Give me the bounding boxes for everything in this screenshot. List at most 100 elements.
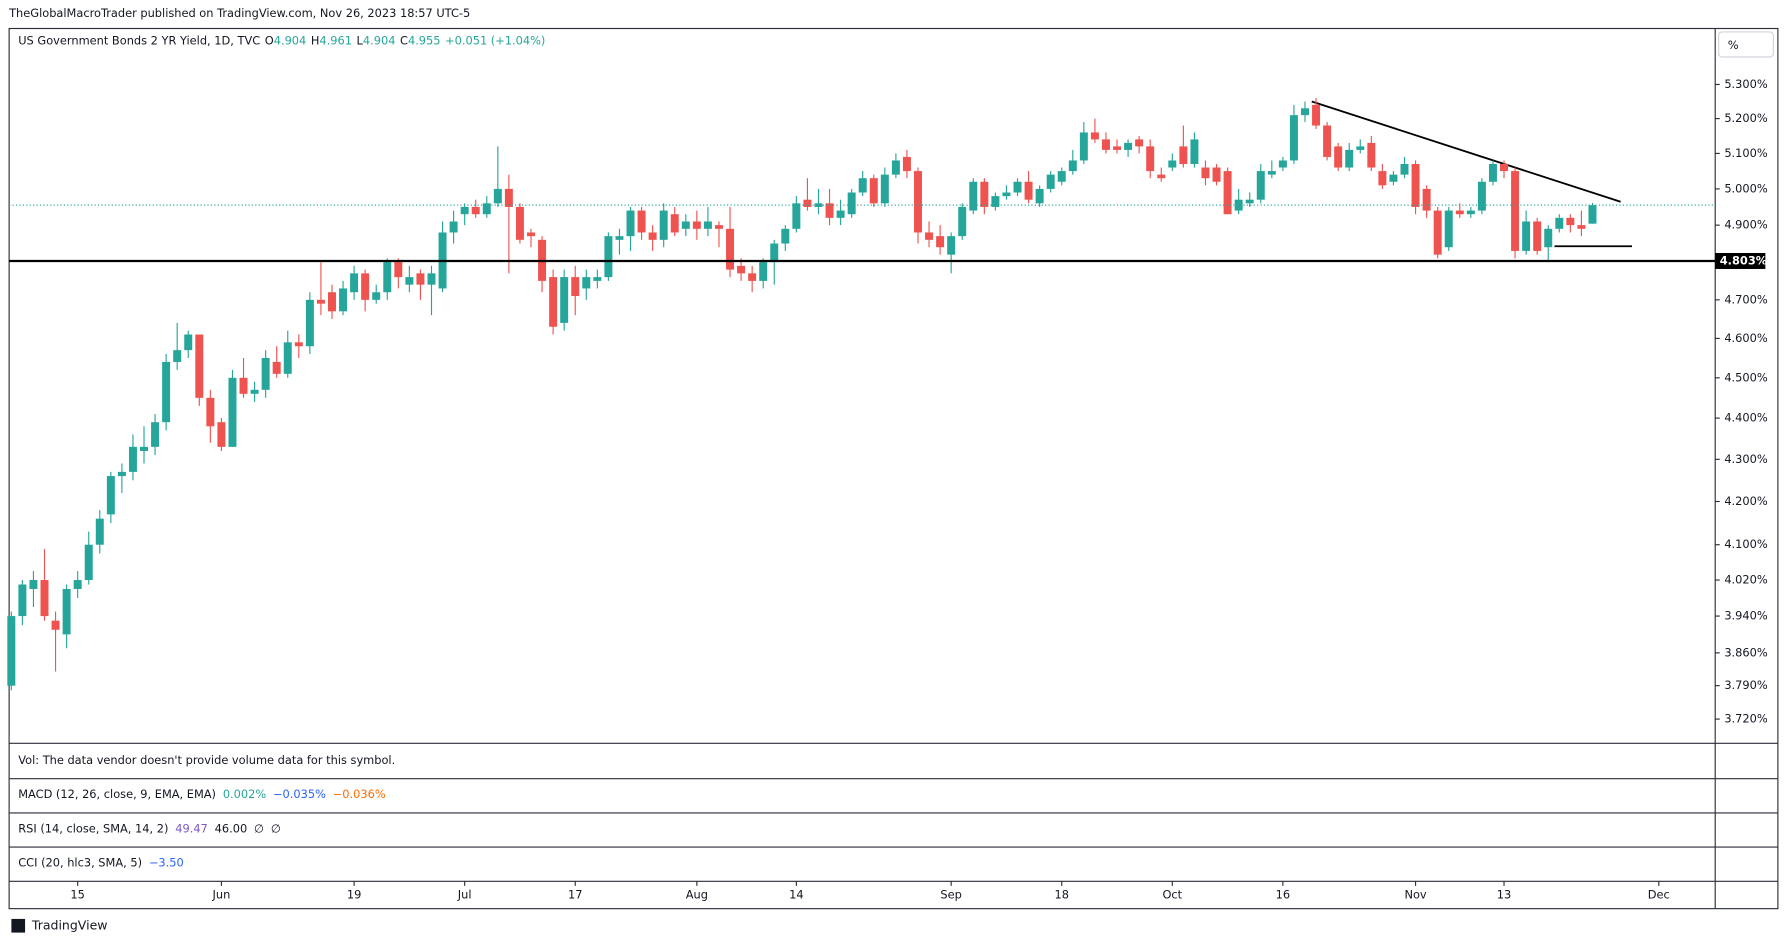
candle-body	[504, 188, 513, 207]
candle-body	[1455, 210, 1464, 215]
indicator-value: −0.036%	[333, 787, 386, 801]
candle-body	[1334, 146, 1343, 168]
candle-body	[1301, 108, 1309, 116]
candle-body	[1544, 228, 1553, 248]
candle-body	[1090, 132, 1099, 140]
x-tick-label: 17	[568, 887, 582, 901]
indicator-name: MACD (12, 26, close, 9, EMA, EMA)	[18, 787, 216, 801]
candle-body	[1500, 163, 1509, 172]
candle-body	[1256, 171, 1265, 200]
legend-value: 4.904	[363, 34, 396, 48]
candle-body	[95, 518, 104, 545]
candle-body	[217, 422, 226, 447]
footer-brand: TradingView	[31, 917, 108, 932]
candle-body	[1068, 160, 1077, 172]
candle-body	[880, 174, 889, 204]
frame	[8, 27, 1779, 910]
candle-body	[272, 361, 281, 374]
candle-body	[527, 232, 535, 237]
candle-body	[283, 342, 292, 374]
candle-body	[460, 206, 469, 215]
candle-body	[1057, 171, 1066, 182]
candle-body	[1234, 199, 1243, 211]
candle-body	[1312, 104, 1321, 126]
candle-body	[1411, 163, 1420, 207]
candle-body	[173, 350, 182, 362]
candle-body	[1245, 199, 1254, 204]
candle-body	[151, 422, 160, 447]
candle-body	[681, 221, 690, 229]
candle-body	[1511, 171, 1520, 251]
candle-body	[825, 203, 834, 218]
candle-body	[1113, 146, 1122, 150]
candle-body	[869, 178, 878, 204]
candle-body	[549, 277, 558, 327]
candle-body	[427, 273, 436, 285]
candle-body	[394, 262, 403, 278]
candle-body	[493, 188, 502, 204]
candle-body	[416, 273, 425, 285]
candle-body	[781, 228, 790, 244]
candle-body	[51, 620, 60, 630]
candle-body	[250, 389, 259, 394]
candle-body	[925, 232, 934, 240]
candle-body	[560, 277, 569, 323]
candle-body	[814, 203, 823, 207]
legend-change: +0.051 (+1.04%)	[445, 34, 545, 48]
y-tick-label: 5.000%	[1724, 181, 1768, 195]
x-tick-label: Nov	[1404, 887, 1426, 901]
x-tick-label: Oct	[1162, 887, 1182, 901]
candle-body	[1267, 171, 1276, 175]
logo-mark	[11, 918, 26, 933]
x-tick-label: 16	[1276, 887, 1290, 901]
candle-body	[1422, 188, 1431, 211]
indicator-value: −3.50	[149, 856, 184, 870]
candle-body	[847, 192, 856, 215]
candle-body	[1400, 163, 1409, 175]
candle-body	[106, 476, 115, 515]
publisher: TheGlobalMacroTrader published on Tradin…	[8, 6, 470, 20]
candle-body	[648, 232, 657, 240]
candle-body	[969, 181, 978, 211]
x-tick-label: 15	[70, 887, 84, 901]
candle-body	[206, 397, 215, 427]
x-tick-label: 14	[789, 887, 803, 901]
y-tick-label: 3.790%	[1724, 678, 1768, 692]
candle-body	[1533, 221, 1542, 251]
candle-body	[1013, 181, 1022, 193]
candle-body	[228, 377, 237, 447]
candle-body	[1035, 188, 1044, 204]
y-tick-label: 4.200%	[1724, 494, 1768, 508]
candle-body	[162, 361, 171, 423]
candle-body	[836, 210, 845, 218]
candle-body	[140, 446, 149, 451]
candle-body	[1477, 181, 1486, 211]
candle-body	[1079, 132, 1088, 161]
scale-unit[interactable]: %	[1728, 38, 1739, 52]
candle-body	[1146, 146, 1155, 172]
candle-body	[714, 225, 723, 229]
candle-body	[637, 210, 646, 233]
candle-body	[1101, 139, 1110, 150]
candle-body	[449, 221, 458, 233]
y-tick-label: 4.900%	[1724, 218, 1768, 232]
candle-body	[1289, 115, 1298, 161]
legend-key: H	[311, 34, 320, 48]
candle-body	[184, 334, 193, 351]
legend-key: L	[357, 34, 364, 48]
candle-body	[1345, 149, 1354, 168]
y-tick-label: 5.300%	[1724, 77, 1768, 91]
candle-body	[339, 288, 348, 312]
candle-body	[482, 203, 491, 215]
candle-body	[1124, 142, 1133, 150]
candle-body	[350, 273, 359, 293]
candle-body	[195, 334, 204, 398]
y-tick-label: 4.020%	[1724, 573, 1768, 587]
candle-body	[239, 377, 248, 394]
x-tick-label: Sep	[940, 887, 961, 901]
candle-body	[1588, 205, 1597, 224]
indicator-value: 49.47	[175, 821, 208, 835]
scale-button[interactable]	[1718, 31, 1774, 58]
